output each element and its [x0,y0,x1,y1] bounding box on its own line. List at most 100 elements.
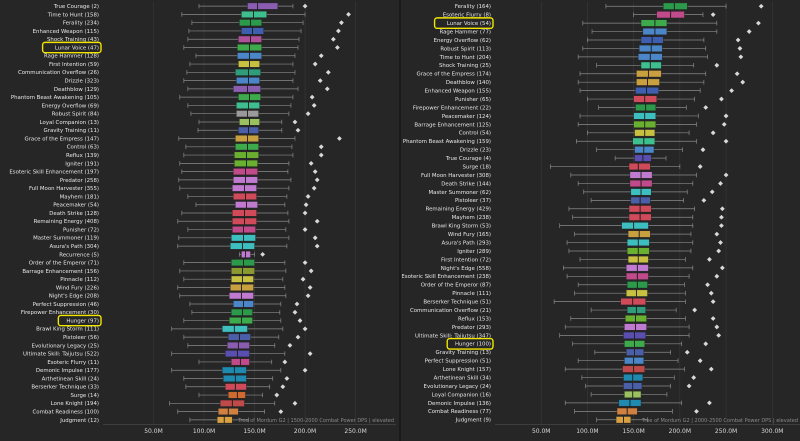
outlier-point [718,181,723,186]
box-row [171,366,308,374]
row-label: Remaining Energy (429) [426,207,491,213]
outlier-point [280,384,286,390]
outlier-point [686,383,692,389]
row-label: Death Strike (128) [49,211,99,217]
row-label: Hunger (97) [66,318,99,324]
box-row [177,217,320,225]
box-iqr [640,61,662,69]
row-label: Lunar Voice (47) [55,45,99,51]
row-label: Robust Spirit (84) [52,112,99,118]
outlier-point [697,164,703,169]
box-row [598,104,709,111]
box-iqr [630,196,651,204]
row-label: Esoteric Flurry (8) [443,13,491,19]
outlier-point [692,307,698,313]
box-iqr [625,315,647,322]
row-label: Arthetinean Skill (24) [42,376,99,382]
box-iqr [241,10,267,18]
box-iqr [236,77,260,85]
box-row [183,259,308,267]
row-label: First Intention (72) [441,257,491,263]
chart-watermark: Tree of Mordum G2 | 1500-2000 Combat Pow… [237,418,394,424]
box-row [181,168,318,176]
outlier-point [723,113,729,119]
box-row [572,340,709,348]
box-row [189,60,318,68]
row-label: Master Summoner (119) [33,236,99,242]
outlier-point [300,276,306,282]
outlier-point [714,324,720,330]
box-iqr [229,317,253,324]
box-row [582,44,743,52]
outlier-point [302,260,308,266]
box-row [577,53,744,61]
box-iqr [626,348,645,356]
outlier-point [312,61,318,67]
row-label: Loyal Companion (16) [432,392,491,398]
row-label: Wind Fury (226) [56,285,99,291]
box-row [187,226,308,233]
outlier-point [307,285,313,290]
outlier-point [307,351,313,357]
outlier-point [709,189,715,195]
box-iqr [228,391,246,399]
x-tick-label: 150.0M [243,428,265,435]
outlier-point [274,392,280,398]
row-label: Energy Overflow (62) [434,38,491,44]
outlier-point [697,358,703,364]
box-row [171,350,313,358]
box-row [188,27,341,35]
box-iqr [236,102,260,109]
left-box-plot: 50.0M 100.0M 150.0M 200.0M 250.0M Tree of Mor… [9,2,396,435]
outlier-point [710,130,716,136]
outlier-point [302,227,308,232]
box-row [605,2,764,10]
outlier-point [719,96,724,102]
box-iqr [628,163,651,171]
x-tick-label: 200.0M [669,428,691,435]
outlier-point [297,318,303,323]
outlier-point [723,172,729,178]
box-row [585,382,692,390]
box-row [195,52,324,60]
box-iqr [235,68,261,76]
box-row [566,272,720,280]
row-label: Punisher (72) [63,227,99,233]
row-label: Predator (293) [452,325,491,331]
outlier-point [714,273,720,279]
highlight-box [446,337,494,350]
box-row [572,213,724,221]
outlier-point [302,367,308,373]
x-tick-label: 150.0M [622,428,644,435]
box-row [183,44,340,51]
row-label: Igniter (289) [457,249,491,255]
outlier-point [714,62,720,68]
outlier-point [318,144,324,150]
box-row [587,95,724,103]
box-iqr [663,2,688,10]
outlier-point [719,214,724,220]
x-tick-label: 50.0M [144,428,163,435]
outlier-point [318,53,324,59]
outlier-point [718,240,723,245]
outlier-point [305,194,311,199]
box-iqr [635,87,659,95]
outlier-point [302,210,308,216]
outlier-point [735,37,741,43]
box-row [185,383,286,391]
row-label: Order of the Emperor (71) [29,261,99,267]
outlier-point [314,243,320,249]
box-row [183,275,306,283]
box-row [582,19,761,27]
box-iqr [235,143,259,151]
row-label: Brawl King Storm (53) [432,224,491,230]
row-label: Esoteric Skill Enhancement (238) [402,274,491,280]
box-row [198,358,288,366]
row-label: Gravity Training (11) [44,128,99,134]
row-label: Phantom Beast Awakening (105) [11,95,99,101]
box-row [577,357,703,365]
right-box-plot-panel: 50.0M 100.0M 150.0M 200.0M 250.0M 300.0M Tree … [402,0,800,441]
row-label: Mayhem (238) [452,215,491,221]
outlier-point [336,28,341,34]
row-label: Evolutionary Legacy (25) [32,343,99,349]
